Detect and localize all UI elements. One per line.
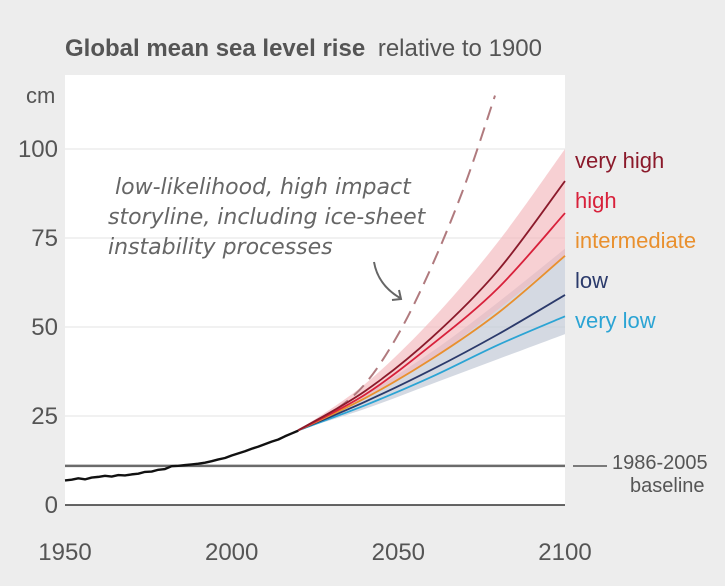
annotation-arrow bbox=[373, 261, 401, 299]
annotation-line-1: low-likelihood, high impact bbox=[115, 175, 412, 200]
annotation-line-3: instability processes bbox=[108, 235, 333, 260]
legend: very high high intermediate low very low bbox=[575, 148, 696, 333]
upper-uncertainty-band bbox=[298, 149, 565, 431]
projection-line-intermediate bbox=[297, 255, 566, 432]
x-tick-label-1950: 1950 bbox=[38, 539, 91, 566]
chart-title: Global mean sea level rise relative to 1… bbox=[65, 35, 542, 62]
y-tick-label-25: 25 bbox=[31, 403, 58, 430]
annotation-line-2: storyline, including ice-sheet bbox=[108, 205, 427, 230]
legend-label-intermediate: intermediate bbox=[575, 228, 696, 253]
legend-label-high: high bbox=[575, 188, 617, 213]
y-tick-label-75: 75 bbox=[31, 225, 58, 252]
x-tick-label-2050: 2050 bbox=[372, 539, 425, 566]
baseline-label-line-2: baseline bbox=[630, 475, 705, 497]
y-tick-label-0: 0 bbox=[45, 492, 58, 519]
projection-series bbox=[297, 180, 566, 432]
projection-line-very-high bbox=[297, 180, 566, 432]
projection-line-high bbox=[297, 212, 566, 432]
y-axis-unit: cm bbox=[26, 83, 55, 108]
observed-series bbox=[64, 429, 299, 482]
gridlines bbox=[65, 148, 565, 417]
x-ticks: 1950 2000 2050 2100 bbox=[38, 539, 591, 566]
storyline-annotation: low-likelihood, high impact storyline, i… bbox=[108, 175, 427, 301]
projection-line-very-low bbox=[298, 315, 566, 432]
observed-line bbox=[64, 429, 299, 482]
legend-label-very-low: very low bbox=[575, 308, 656, 333]
annotation-arrowhead bbox=[391, 289, 403, 301]
baseline-label-line-1: 1986-2005 bbox=[612, 452, 708, 474]
legend-label-low: low bbox=[575, 268, 608, 293]
title-main: Global mean sea level rise bbox=[65, 35, 365, 62]
y-tick-label-100: 100 bbox=[18, 136, 58, 163]
y-ticks: 0 25 50 75 100 bbox=[18, 136, 58, 519]
title-subtitle: relative to 1900 bbox=[378, 35, 542, 62]
x-tick-label-2100: 2100 bbox=[538, 539, 591, 566]
y-tick-label-50: 50 bbox=[31, 314, 58, 341]
projection-line-low bbox=[297, 294, 566, 432]
legend-label-very-high: very high bbox=[575, 148, 664, 173]
x-tick-label-2000: 2000 bbox=[205, 539, 258, 566]
